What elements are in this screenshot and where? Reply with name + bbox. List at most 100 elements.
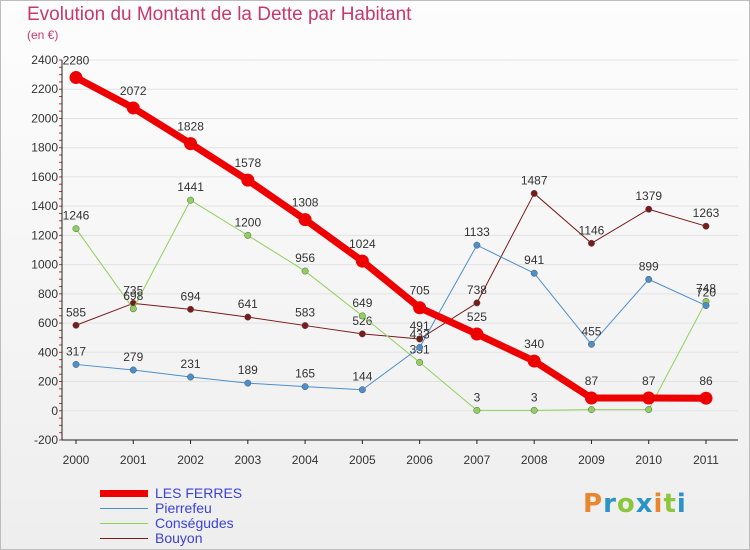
data-point <box>645 205 653 213</box>
data-point <box>126 101 140 115</box>
data-label: 583 <box>295 306 315 320</box>
y-tick-label: 800 <box>38 287 58 301</box>
x-tick-label: 2004 <box>292 453 319 467</box>
data-point <box>129 305 137 313</box>
data-point <box>187 373 194 381</box>
x-tick-label: 2001 <box>120 453 147 467</box>
data-point <box>358 330 366 338</box>
data-point <box>72 225 80 233</box>
proxiti-logo: Proxiti <box>583 489 687 519</box>
data-label: 738 <box>467 283 487 297</box>
y-tick-label: 0 <box>51 404 58 418</box>
legend-swatch <box>100 523 148 524</box>
data-label: 1487 <box>521 173 548 187</box>
data-label: 491 <box>410 319 430 333</box>
y-tick-label: 600 <box>38 316 58 330</box>
data-point <box>187 196 194 204</box>
data-label: 526 <box>352 314 372 328</box>
legend-swatch <box>100 538 148 539</box>
data-label: 317 <box>66 344 86 358</box>
y-tick-label: 200 <box>38 375 58 389</box>
data-label: 279 <box>123 350 143 364</box>
series-line-bouyon <box>75 192 707 340</box>
data-point <box>358 386 366 394</box>
data-label: 641 <box>238 297 258 311</box>
legend-label: Bouyon <box>155 530 203 546</box>
data-label: 455 <box>581 324 601 338</box>
legend-label: Conségudes <box>155 515 234 531</box>
x-tick-label: 2002 <box>177 453 204 467</box>
data-point <box>530 269 538 277</box>
legend-label: LES FERRES <box>155 485 243 501</box>
data-point <box>244 313 252 321</box>
x-tick-label: 2003 <box>234 453 261 467</box>
legend-label: Pierrefeu <box>155 500 212 516</box>
data-label: 87 <box>642 374 656 388</box>
data-label: 941 <box>524 253 544 267</box>
x-tick-label: 2009 <box>578 453 605 467</box>
y-tick-label: 1200 <box>31 228 58 242</box>
data-label: 899 <box>639 259 659 273</box>
data-point <box>699 391 713 405</box>
data-point <box>470 327 484 341</box>
data-label: 165 <box>295 367 315 381</box>
data-point <box>588 239 595 247</box>
y-tick-label: 2000 <box>31 111 58 125</box>
data-point <box>416 335 424 343</box>
data-point <box>588 406 595 414</box>
data-label: 340 <box>524 337 544 351</box>
data-point <box>301 383 309 391</box>
data-point <box>241 173 255 187</box>
data-point <box>72 321 80 329</box>
x-tick-label: 2006 <box>406 453 433 467</box>
chart-unit-label: (en €) <box>27 28 59 42</box>
data-point <box>530 189 538 197</box>
x-tick-label: 2008 <box>521 453 548 467</box>
data-point <box>473 241 481 249</box>
data-label: 698 <box>123 289 143 303</box>
data-point <box>301 322 309 330</box>
series-line-pierrefeu <box>75 244 707 391</box>
legend-item: Bouyon <box>100 530 320 546</box>
data-label: 1379 <box>635 189 662 203</box>
x-tick-label: 2005 <box>349 453 376 467</box>
data-point <box>301 267 309 275</box>
data-point <box>473 299 481 307</box>
data-label: 585 <box>66 305 86 319</box>
y-tick-label: 1600 <box>31 170 58 184</box>
data-label: 525 <box>467 310 487 324</box>
data-label: 720 <box>696 286 716 300</box>
legend-swatch <box>100 490 148 497</box>
legend-item: LES FERRES <box>100 485 320 501</box>
x-tick-label: 2011 <box>693 453 719 467</box>
data-label: 2280 <box>63 54 90 68</box>
data-label: 694 <box>181 289 201 303</box>
data-label: 87 <box>585 374 599 388</box>
data-point <box>416 358 424 366</box>
data-label: 86 <box>699 374 713 388</box>
y-tick-label: 1000 <box>31 258 58 272</box>
legend-swatch <box>100 508 148 509</box>
y-tick-label: 2200 <box>31 82 58 96</box>
y-tick-label: -200 <box>34 433 58 447</box>
data-label: 144 <box>352 370 372 384</box>
data-label: 189 <box>238 363 258 377</box>
data-label: 433 <box>410 327 430 341</box>
data-point <box>187 305 194 313</box>
y-tick-label: 1400 <box>31 199 58 213</box>
data-label: 735 <box>123 283 143 297</box>
data-label: 649 <box>352 296 372 310</box>
data-point <box>358 312 366 320</box>
x-tick-label: 2010 <box>635 453 662 467</box>
data-point <box>129 366 137 374</box>
data-label: 705 <box>410 284 430 298</box>
data-label: 2072 <box>120 84 147 98</box>
y-tick-label: 2400 <box>31 53 58 67</box>
data-point <box>298 213 312 227</box>
data-point <box>355 254 369 268</box>
y-tick-label: 1800 <box>31 141 58 155</box>
data-point <box>72 360 80 368</box>
data-label: 1200 <box>234 215 261 229</box>
data-label: 3 <box>474 390 481 404</box>
data-point <box>69 71 83 85</box>
